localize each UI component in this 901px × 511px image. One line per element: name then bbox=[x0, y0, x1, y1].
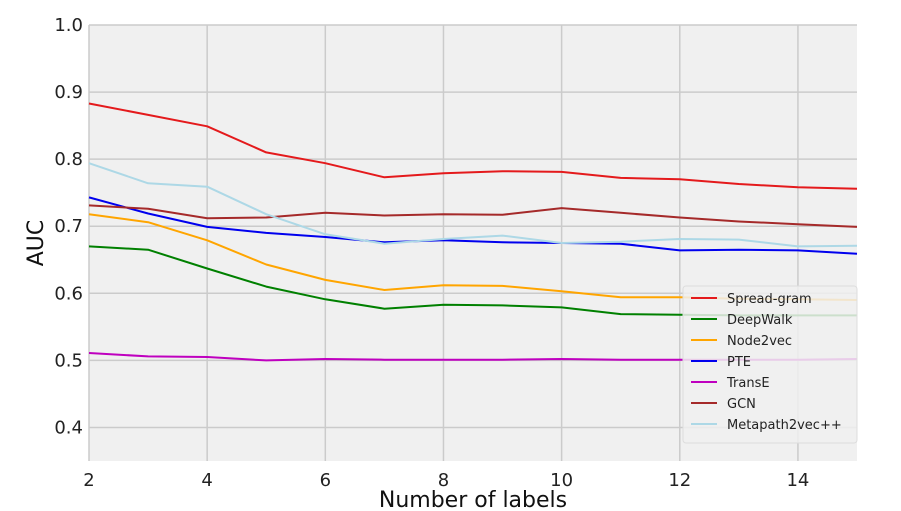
y-tick-label: 0.9 bbox=[54, 82, 83, 103]
y-tick-label: 0.4 bbox=[54, 417, 83, 438]
x-tick-label: 14 bbox=[786, 470, 809, 491]
series-line-gcn bbox=[88, 204, 858, 228]
legend-label: Spread-gram bbox=[727, 292, 812, 307]
y-tick-label: 0.8 bbox=[54, 149, 83, 170]
series-line-pte bbox=[88, 196, 858, 255]
y-axis-label: AUC bbox=[24, 220, 49, 267]
y-tick-label: 0.5 bbox=[54, 350, 83, 371]
x-tick-label: 4 bbox=[201, 470, 212, 491]
x-axis-ticks: 2 4 6 8 10 12 14 bbox=[83, 470, 809, 491]
x-tick-label: 6 bbox=[320, 470, 331, 491]
series-line-spread-gram bbox=[88, 102, 858, 190]
x-tick-label: 12 bbox=[668, 470, 691, 491]
legend: Spread-gram DeepWalk Node2vec PTE TransE GCN M… bbox=[682, 285, 858, 444]
legend-box bbox=[682, 285, 858, 444]
x-tick-label: 2 bbox=[83, 470, 94, 491]
y-tick-label: 0.7 bbox=[54, 216, 83, 237]
legend-label: DeepWalk bbox=[727, 313, 793, 328]
series-line-metapath2vec- bbox=[88, 162, 858, 248]
x-axis-label: Number of labels bbox=[379, 488, 567, 511]
x-tick-label: 8 bbox=[438, 470, 449, 491]
legend-label: PTE bbox=[727, 355, 751, 370]
legend-label: TransE bbox=[726, 376, 770, 391]
legend-label: Metapath2vec++ bbox=[727, 418, 842, 433]
legend-label: GCN bbox=[727, 397, 756, 412]
x-tick-label: 10 bbox=[550, 470, 573, 491]
legend-label: Node2vec bbox=[727, 334, 792, 349]
y-axis-ticks: 0.4 0.5 0.6 0.7 0.8 0.9 1.0 bbox=[54, 15, 83, 438]
y-tick-label: 1.0 bbox=[54, 15, 83, 36]
y-tick-label: 0.6 bbox=[54, 283, 83, 304]
